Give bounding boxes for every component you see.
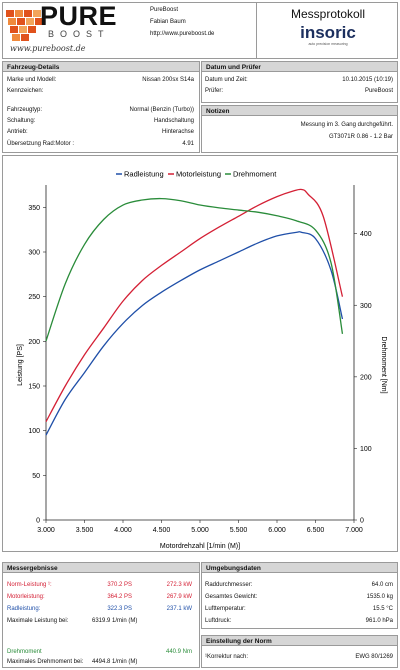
result-value1-0: 370.2 PS (107, 582, 132, 588)
y-tick-label: 200 (28, 339, 40, 346)
env-value-2: 15.5 °C (372, 606, 393, 612)
insoric-logo: insoric auto precision measuring (258, 23, 398, 46)
torque-label: Drehmoment (7, 649, 42, 655)
y-tick-label: 50 (32, 473, 40, 480)
vehicle-value-3: Handschaltung (153, 118, 194, 124)
env-value-1: 1535.0 kg (366, 594, 393, 600)
y-axis-label: Leistung [PS] (17, 344, 24, 386)
results-box (2, 572, 200, 668)
vehicle-value-4: Hinterachse (161, 129, 194, 135)
legend-label-radleistung: Radleistung (124, 170, 164, 179)
result-label-0: Norm-Leistung ¹: (7, 582, 52, 588)
y-tick-label: 0 (36, 518, 40, 525)
x-tick-label: 3.500 (76, 527, 94, 534)
result-value1-2: 322.3 PS (107, 606, 132, 612)
y2-tick-label: 300 (360, 303, 372, 310)
y2-tick-label: 0 (360, 518, 364, 525)
y2-tick-label: 200 (360, 374, 372, 381)
env-label-1: Gesamtes Gewicht: (205, 594, 258, 600)
legend-label-drehmoment: Drehmoment (233, 170, 277, 179)
max-torque-label: Maximales Drehmoment bei: (7, 659, 84, 665)
y-tick-label: 100 (28, 428, 40, 435)
result-label-1: Motorleistung: (7, 594, 45, 600)
chart-frame (2, 155, 398, 552)
header-box (2, 2, 398, 59)
max-power-label: Maximale Leistung bei: (7, 618, 69, 624)
brand-script: www.pureboost.de (10, 44, 86, 53)
x-tick-label: 4.000 (114, 527, 132, 534)
norm-value: EWG 80/1269 (355, 654, 393, 660)
vehicle-label-1: Kennzeichen: (7, 88, 44, 94)
vehicle-label-2: Fahrzeugtyp: (7, 107, 43, 113)
test-box (201, 71, 398, 103)
result-value1-1: 364.2 PS (107, 594, 132, 600)
x-tick-label: 6.500 (307, 527, 325, 534)
y-tick-label: 350 (28, 205, 40, 212)
series-line-radleistung (45, 231, 344, 436)
x-tick-label: 5.000 (191, 527, 209, 534)
brand-line1: PURE (40, 1, 118, 31)
pureboost-logo: PURE BOOST www.pureboost.de (4, 1, 146, 56)
header-divider (256, 2, 257, 59)
y2-tick-label: 100 (360, 446, 372, 453)
result-value2-2: 237.1 kW (166, 606, 192, 612)
protocol-title: Messprotokoll (290, 7, 366, 21)
max-torque-value: 4494.8 1/min (M) (92, 659, 138, 665)
power-chart: Radleistung Motorleistung Drehmoment 3.000… (17, 170, 387, 551)
contact-name: Fabian Baum (150, 19, 186, 25)
vehicle-value-2: Normal (Benzin (Turbo)) (129, 107, 194, 113)
series-line-motorleistung (45, 188, 344, 423)
chart-legend: Radleistung Motorleistung Drehmoment (116, 170, 277, 179)
notes-line1: Messung im 3. Gang durchgeführt. (300, 122, 393, 128)
legend-label-motorleistung: Motorleistung (176, 170, 221, 179)
vehicle-value-5: 4.91 (182, 141, 194, 147)
result-label-2: Radleistung: (7, 606, 41, 612)
vehicle-box (2, 71, 200, 153)
test-label-0: Datum und Zeit: (205, 77, 248, 83)
env-value-3: 961.0 hPa (365, 618, 393, 624)
env-label-3: Luftdruck: (205, 618, 232, 624)
x-tick-label: 3.000 (37, 527, 55, 534)
y2-axis-label: Drehmoment [Nm] (380, 336, 387, 393)
insoric-tagline: auto precision measuring (308, 42, 348, 46)
vehicle-value-0: Nissan 200sx S14a (142, 77, 194, 83)
flag-icon (6, 10, 42, 41)
y-tick-label: 150 (28, 384, 40, 391)
vehicle-label-3: Schaltung: (7, 118, 36, 124)
x-tick-label: 5.500 (230, 527, 248, 534)
norm-box (201, 645, 398, 668)
brand-line2: BOOST (48, 29, 110, 39)
env-label-0: Raddurchmesser: (205, 582, 253, 588)
norm-label: ¹Korrektur nach: (205, 654, 249, 660)
environment-box (201, 572, 398, 629)
result-value2-0: 272.3 kW (166, 582, 192, 588)
chart-axes: 3.000 3.500 4.000 4.500 5.000 5.500 6.000 6.500… (28, 185, 372, 534)
x-tick-label: 4.500 (153, 527, 171, 534)
company-url: http://www.pureboost.de (150, 31, 215, 37)
series-line-drehmoment (45, 197, 344, 342)
env-value-0: 64.0 cm (371, 582, 393, 588)
vehicle-label-5: Übersetzung Rad:Motor : (7, 141, 75, 147)
y2-tick-label: 400 (360, 231, 372, 238)
notes-line2: GT3071R 0.86 - 1.2 Bar (328, 134, 393, 140)
y-tick-label: 250 (28, 294, 40, 301)
vehicle-label-0: Marke und Modell: (7, 77, 57, 83)
result-value2-1: 267.9 kW (166, 594, 192, 600)
y-tick-label: 300 (28, 250, 40, 257)
test-label-1: Prüfer: (205, 88, 224, 94)
insoric-logo-text: insoric (300, 23, 356, 42)
vehicle-label-4: Antrieb: (7, 129, 28, 135)
x-tick-label: 6.000 (268, 527, 286, 534)
x-tick-label: 7.000 (345, 527, 363, 534)
test-value-1: PureBoost (364, 88, 393, 94)
max-power-value: 6319.9 1/min (M) (92, 618, 138, 624)
env-label-2: Lufttemperatur: (205, 606, 246, 612)
x-axis-label: Motordrehzahl [1/min (M)] (160, 543, 240, 550)
chart-lines (45, 188, 344, 436)
test-value-0: 10.10.2015 (10:19) (342, 77, 393, 83)
notes-box (201, 115, 398, 153)
torque-value: 440.9 Nm (165, 649, 192, 655)
company-name: PureBoost (150, 7, 179, 13)
